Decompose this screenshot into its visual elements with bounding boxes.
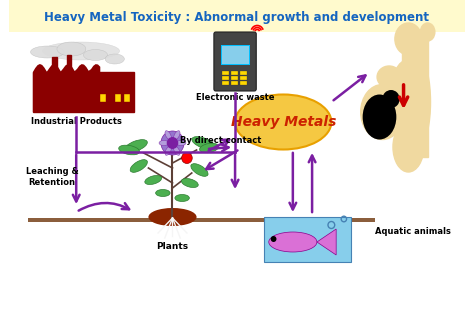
Bar (9, 0, 465, 32)
Ellipse shape (420, 23, 435, 41)
Circle shape (271, 236, 276, 242)
Ellipse shape (235, 95, 331, 149)
Polygon shape (33, 55, 134, 112)
Ellipse shape (192, 137, 215, 149)
Circle shape (182, 152, 192, 164)
Ellipse shape (393, 122, 424, 172)
Ellipse shape (200, 143, 219, 153)
Circle shape (383, 90, 400, 108)
Ellipse shape (105, 54, 124, 64)
Ellipse shape (83, 49, 108, 60)
Ellipse shape (159, 141, 169, 146)
Ellipse shape (411, 62, 430, 142)
Ellipse shape (269, 232, 317, 252)
Text: Aquatic animals: Aquatic animals (374, 228, 451, 236)
Text: Leaching &
Retention: Leaching & Retention (26, 167, 79, 187)
Bar (222, 71, 229, 75)
Ellipse shape (361, 84, 404, 140)
Bar (231, 71, 238, 75)
Bar (240, 81, 247, 85)
Ellipse shape (30, 46, 64, 58)
Ellipse shape (155, 190, 170, 197)
Bar (100, 94, 106, 102)
Bar (240, 76, 247, 80)
Ellipse shape (173, 146, 180, 155)
Ellipse shape (43, 42, 119, 60)
Bar (264, 217, 351, 262)
Bar (240, 71, 247, 75)
Bar (401, 44, 419, 62)
Text: Industrial Products: Industrial Products (31, 117, 122, 126)
Bar (28, 218, 374, 222)
Bar (222, 76, 229, 80)
Bar (231, 81, 238, 85)
Ellipse shape (182, 179, 198, 187)
Bar (231, 76, 238, 80)
Ellipse shape (176, 141, 186, 146)
Ellipse shape (130, 160, 147, 172)
Text: Plants: Plants (156, 242, 189, 251)
Text: Heavy Metal Toxicity : Abnormal growth and development: Heavy Metal Toxicity : Abnormal growth a… (45, 10, 429, 24)
Ellipse shape (118, 145, 140, 155)
Bar (222, 81, 229, 85)
Ellipse shape (363, 95, 396, 140)
Bar (409, 37, 428, 157)
Ellipse shape (390, 60, 427, 134)
Ellipse shape (125, 140, 147, 152)
Bar (124, 94, 130, 102)
Ellipse shape (191, 164, 208, 176)
Bar (220, 45, 249, 65)
Polygon shape (317, 229, 336, 255)
Ellipse shape (57, 42, 86, 56)
Text: Electronic waste: Electronic waste (196, 93, 274, 102)
Bar (115, 94, 120, 102)
Ellipse shape (145, 176, 162, 184)
Ellipse shape (148, 208, 197, 226)
FancyBboxPatch shape (214, 32, 256, 91)
Circle shape (167, 137, 178, 149)
Ellipse shape (377, 66, 401, 88)
Ellipse shape (173, 131, 180, 140)
Ellipse shape (395, 23, 422, 55)
Text: By direct contact: By direct contact (180, 136, 261, 145)
Text: Heavy Metals: Heavy Metals (230, 115, 336, 129)
Ellipse shape (175, 195, 189, 201)
Polygon shape (33, 64, 100, 112)
Ellipse shape (165, 131, 171, 140)
Bar (222, 46, 248, 64)
Ellipse shape (165, 146, 171, 155)
Circle shape (161, 131, 184, 155)
